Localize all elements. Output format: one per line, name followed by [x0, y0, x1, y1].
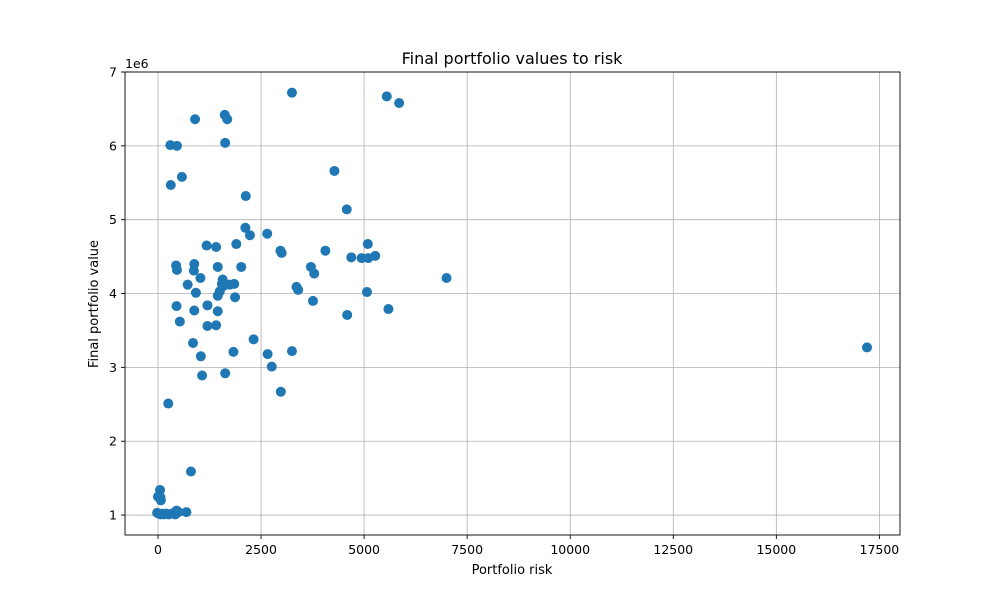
data-point	[166, 180, 176, 190]
data-point	[195, 273, 205, 283]
data-point	[220, 138, 230, 148]
x-tick-label: 12500	[653, 542, 693, 557]
data-point	[236, 262, 246, 272]
data-point	[211, 242, 221, 252]
x-tick-label: 2500	[245, 542, 277, 557]
data-point	[862, 342, 872, 352]
data-point	[320, 246, 330, 256]
data-point	[230, 292, 240, 302]
data-point	[175, 317, 185, 327]
data-point	[442, 273, 452, 283]
data-point	[188, 338, 198, 348]
data-point	[186, 466, 196, 476]
data-point	[181, 507, 191, 517]
data-point	[383, 304, 393, 314]
data-point	[362, 287, 372, 297]
data-point	[293, 285, 303, 295]
y-offset-label: 1e6	[125, 56, 149, 71]
y-tick-label: 5	[109, 212, 117, 227]
data-point	[202, 241, 212, 251]
data-point	[172, 301, 182, 311]
data-point	[277, 248, 287, 258]
data-point	[156, 495, 166, 505]
data-point	[276, 387, 286, 397]
data-point	[228, 347, 238, 357]
data-point	[241, 191, 251, 201]
grid-lines	[125, 72, 900, 535]
data-point	[177, 172, 187, 182]
data-point	[191, 288, 201, 298]
data-point	[213, 306, 223, 316]
data-point	[213, 262, 223, 272]
data-point	[342, 310, 352, 320]
data-point	[222, 114, 232, 124]
data-point	[229, 279, 239, 289]
data-point	[287, 88, 297, 98]
y-axis-label: Final portfolio value	[87, 240, 102, 368]
data-point	[202, 321, 212, 331]
data-point	[267, 362, 277, 372]
x-axis-label: Portfolio risk	[472, 563, 553, 578]
y-tick-label: 3	[109, 360, 117, 375]
data-point	[342, 204, 352, 214]
data-point	[211, 320, 221, 330]
data-point	[245, 230, 255, 240]
x-tick-label: 0	[154, 542, 162, 557]
x-tick-label: 10000	[550, 542, 590, 557]
data-point	[263, 349, 273, 359]
y-tick-label: 2	[109, 434, 117, 449]
data-point	[287, 346, 297, 356]
x-tick-label: 5000	[348, 542, 380, 557]
data-point	[308, 296, 318, 306]
data-point	[213, 291, 223, 301]
x-tick-label: 7500	[451, 542, 483, 557]
data-point	[172, 141, 182, 151]
data-point	[262, 229, 272, 239]
data-point	[346, 252, 356, 262]
data-point	[220, 368, 230, 378]
data-point	[197, 370, 207, 380]
data-point	[309, 269, 319, 279]
data-point	[189, 306, 199, 316]
data-point	[382, 91, 392, 101]
data-point	[202, 300, 212, 310]
scatter-points	[152, 88, 872, 520]
y-tick-label: 6	[109, 138, 117, 153]
x-tick-label: 15000	[756, 542, 796, 557]
data-point	[231, 239, 241, 249]
y-tick-label: 4	[109, 286, 117, 301]
data-point	[363, 239, 373, 249]
x-tick-label: 17500	[860, 542, 900, 557]
y-tick-label: 7	[109, 65, 117, 80]
chart-title: Final portfolio values to risk	[402, 49, 624, 68]
data-point	[183, 280, 193, 290]
data-point	[172, 265, 182, 275]
data-point	[196, 351, 206, 361]
plot-frame	[125, 72, 900, 535]
data-point	[370, 251, 380, 261]
y-tick-label: 1	[109, 508, 117, 523]
data-point	[163, 399, 173, 409]
axis-ticks: 0 2500 5000 7500 10000 12500 15000 17500 1 2 3 4 5 6 7	[109, 65, 899, 558]
data-point	[249, 334, 259, 344]
data-point	[190, 114, 200, 124]
data-point	[329, 166, 339, 176]
data-point	[394, 98, 404, 108]
